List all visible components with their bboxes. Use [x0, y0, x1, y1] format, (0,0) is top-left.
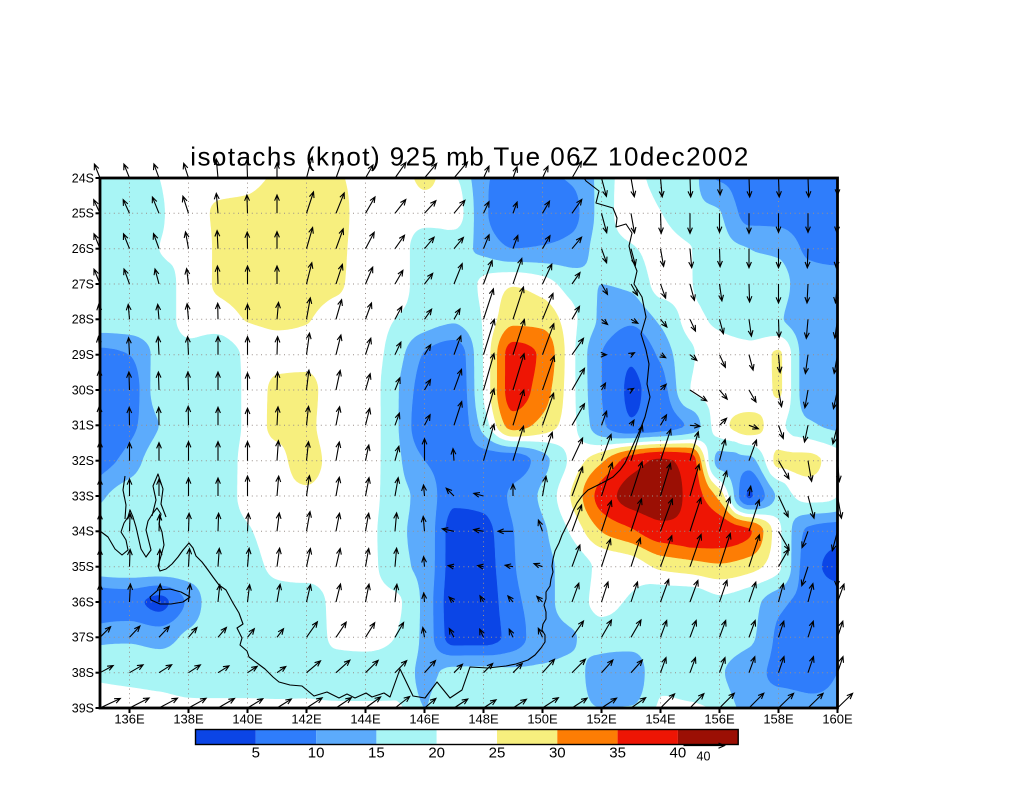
svg-text:39S: 39S: [72, 701, 94, 715]
svg-text:35: 35: [609, 745, 626, 762]
svg-text:25S: 25S: [72, 207, 94, 221]
svg-text:26S: 26S: [72, 242, 94, 256]
svg-text:38S: 38S: [72, 666, 94, 680]
svg-text:5: 5: [252, 745, 260, 762]
svg-text:isotachs (knot) 925 mb Tue 06Z: isotachs (knot) 925 mb Tue 06Z 10dec2002: [190, 142, 750, 172]
svg-text:140E: 140E: [232, 712, 263, 727]
svg-text:152E: 152E: [586, 712, 617, 727]
svg-text:34S: 34S: [72, 525, 94, 539]
svg-text:40: 40: [670, 745, 687, 762]
svg-text:20: 20: [428, 745, 445, 762]
svg-text:37S: 37S: [72, 631, 94, 645]
svg-text:25: 25: [489, 745, 506, 762]
svg-text:158E: 158E: [763, 712, 794, 727]
svg-text:27S: 27S: [72, 277, 94, 291]
svg-text:138E: 138E: [173, 712, 204, 727]
svg-text:30: 30: [549, 745, 566, 762]
svg-text:154E: 154E: [645, 712, 676, 727]
svg-text:28S: 28S: [72, 313, 94, 327]
svg-text:35S: 35S: [72, 560, 94, 574]
svg-text:29S: 29S: [72, 348, 94, 362]
svg-text:30S: 30S: [72, 383, 94, 397]
svg-text:160E: 160E: [822, 712, 853, 727]
svg-text:144E: 144E: [350, 712, 381, 727]
svg-text:15: 15: [368, 745, 385, 762]
svg-text:142E: 142E: [291, 712, 322, 727]
svg-text:150E: 150E: [527, 712, 558, 727]
svg-text:146E: 146E: [409, 712, 440, 727]
svg-text:148E: 148E: [468, 712, 499, 727]
svg-text:33S: 33S: [72, 489, 94, 503]
svg-text:10: 10: [308, 745, 325, 762]
svg-text:40: 40: [697, 750, 711, 764]
svg-text:136E: 136E: [114, 712, 145, 727]
svg-text:31S: 31S: [72, 419, 94, 433]
svg-text:156E: 156E: [704, 712, 735, 727]
svg-text:24S: 24S: [72, 171, 94, 185]
svg-text:32S: 32S: [72, 454, 94, 468]
svg-text:36S: 36S: [72, 595, 94, 609]
